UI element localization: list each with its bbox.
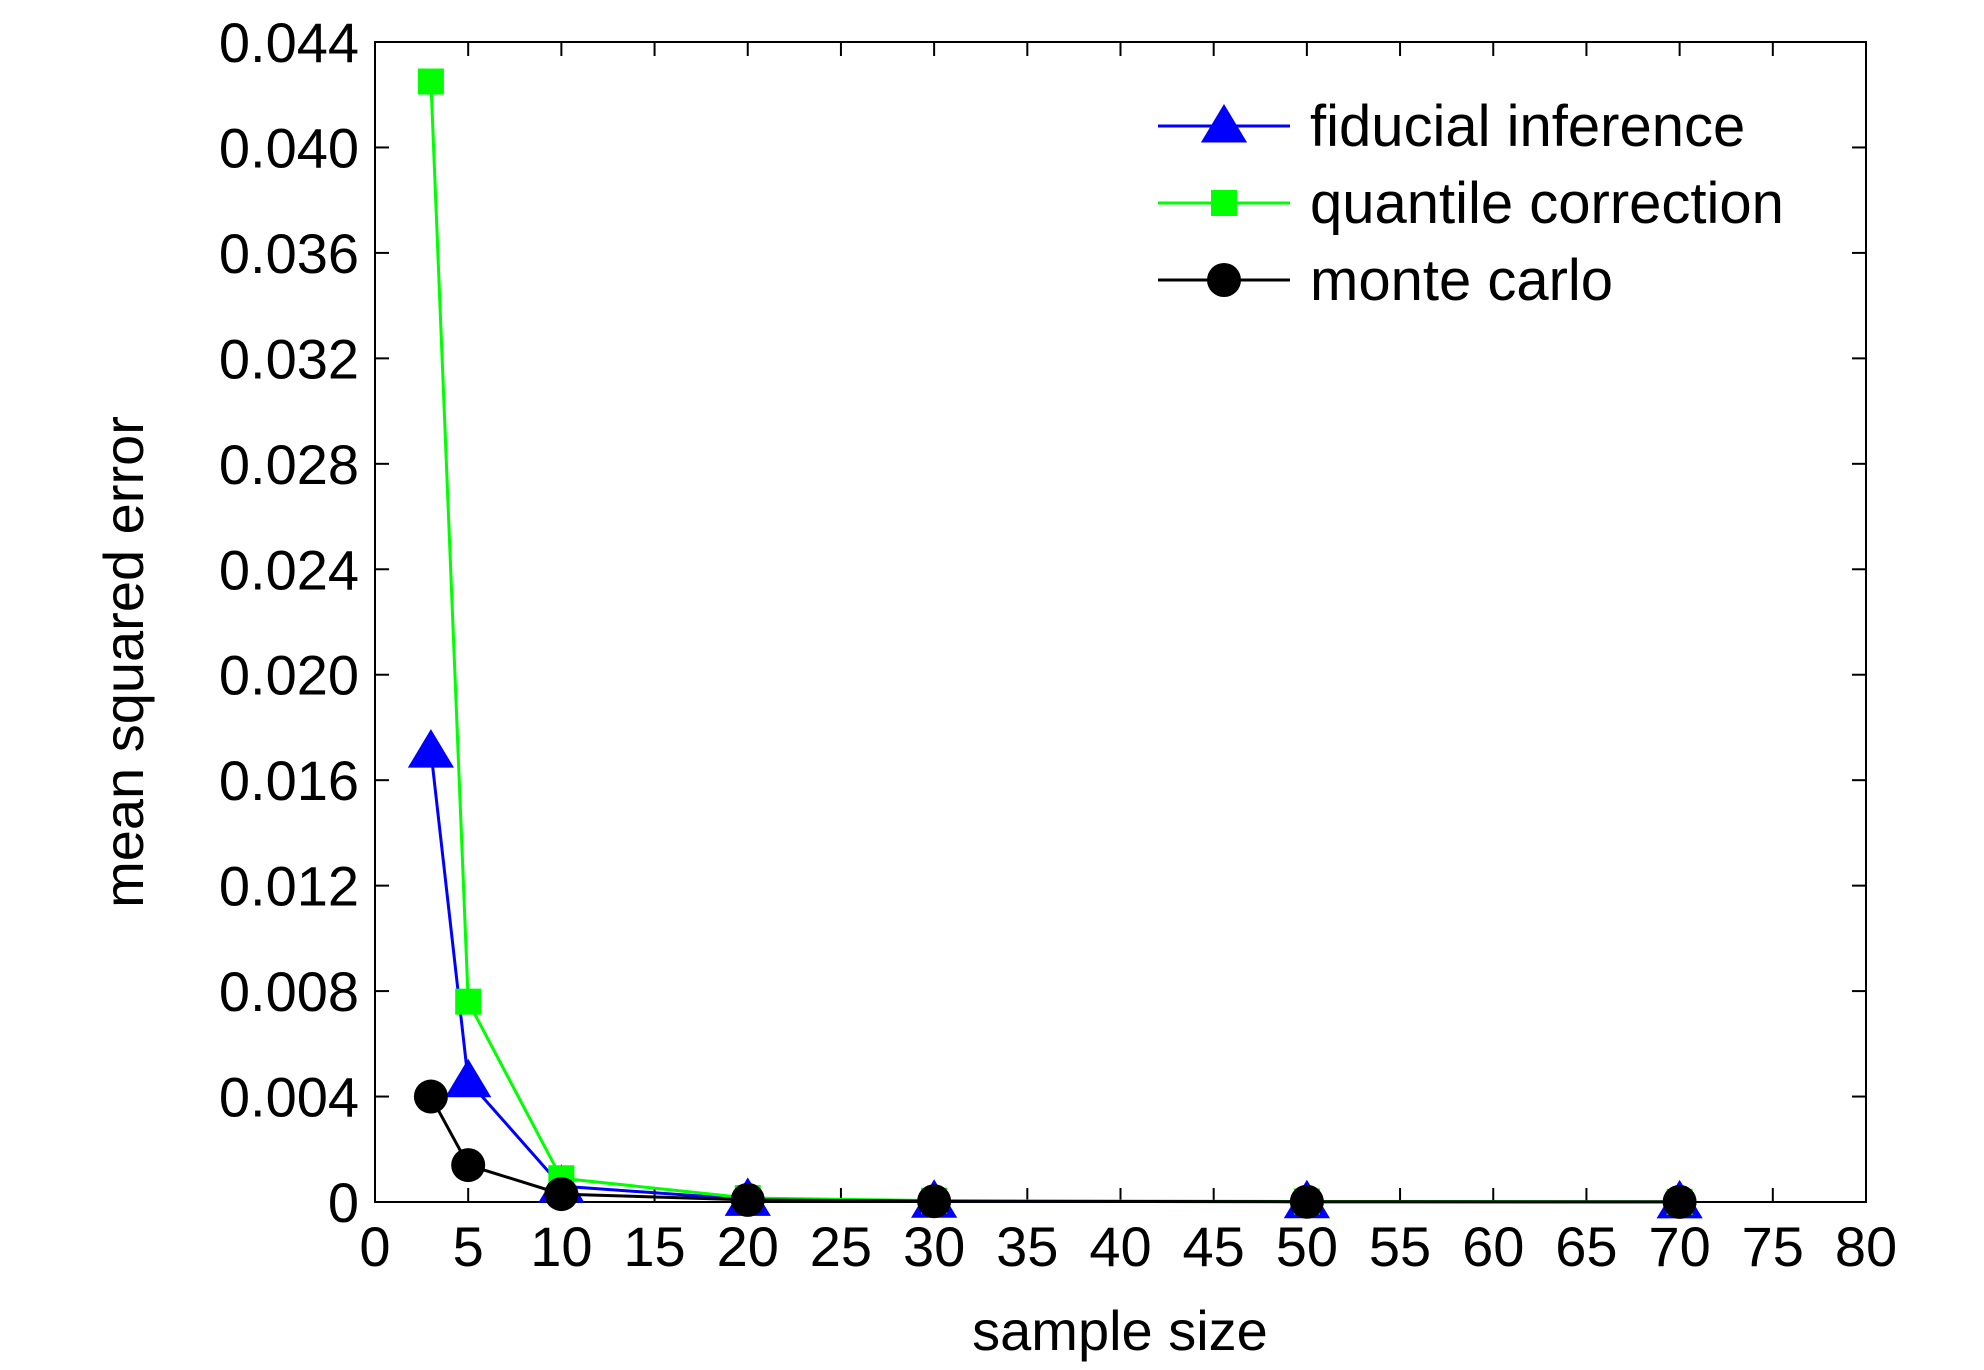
- y-tick-label: 0.032: [219, 327, 359, 390]
- series-point: [1289, 1184, 1324, 1219]
- tick-labels: 0 5 10 15 20 25 30 35 40 45 50 55 60 65 70 75 8000.0040.…: [219, 11, 1897, 1278]
- x-tick-label: 25: [810, 1215, 872, 1278]
- x-tick-label: 5: [453, 1215, 484, 1278]
- y-tick-label: 0.008: [219, 960, 359, 1023]
- legend-label: quantile correction: [1310, 171, 1784, 236]
- x-tick-label: 80: [1835, 1215, 1897, 1278]
- series-1: [417, 68, 1693, 1215]
- y-tick-label: 0.012: [219, 855, 359, 918]
- series-line: [429, 751, 1680, 1204]
- x-axis-title: sample size: [972, 1299, 1268, 1362]
- series-layer: [407, 68, 1703, 1219]
- x-tick-label: 75: [1742, 1215, 1804, 1278]
- series-point: [455, 988, 482, 1015]
- legend-entry: quantile correction: [1158, 171, 1784, 236]
- x-tick-label: 65: [1555, 1215, 1617, 1278]
- legend-marker: [1207, 263, 1241, 297]
- y-tick-label: 0: [328, 1171, 359, 1234]
- y-axis-title: mean squared error: [92, 416, 155, 908]
- series-point: [445, 1058, 492, 1098]
- legend: fiducial inference quantile correction mon…: [1158, 94, 1784, 313]
- y-tick-label: 0.024: [219, 538, 359, 601]
- legend-label: monte carlo: [1310, 248, 1613, 313]
- x-tick-label: 50: [1276, 1215, 1338, 1278]
- legend-marker: [1200, 104, 1248, 143]
- legend-entry: monte carlo: [1158, 248, 1613, 313]
- y-tick-label: 0.028: [219, 433, 359, 496]
- x-tick-label: 40: [1089, 1215, 1151, 1278]
- y-tick-label: 0.036: [219, 222, 359, 285]
- x-tick-label: 70: [1648, 1215, 1710, 1278]
- y-tick-label: 0.044: [219, 11, 359, 74]
- series-2: [413, 1079, 1697, 1219]
- x-tick-label: 55: [1369, 1215, 1431, 1278]
- x-tick-label: 10: [530, 1215, 592, 1278]
- series-0: [407, 729, 1703, 1219]
- legend-marker: [1211, 190, 1237, 216]
- series-point: [413, 1079, 448, 1114]
- series-point: [1662, 1184, 1697, 1219]
- x-tick-label: 45: [1183, 1215, 1245, 1278]
- series-point: [730, 1182, 765, 1217]
- y-tick-label: 0.016: [219, 749, 359, 812]
- x-tick-label: 0: [359, 1215, 390, 1278]
- x-tick-label: 30: [903, 1215, 965, 1278]
- x-tick-label: 20: [717, 1215, 779, 1278]
- legend-entry: fiducial inference: [1158, 94, 1745, 159]
- y-tick-label: 0.020: [219, 644, 359, 707]
- x-tick-label: 15: [623, 1215, 685, 1278]
- series-point: [917, 1184, 952, 1219]
- series-line: [429, 1095, 1680, 1204]
- series-point: [417, 68, 444, 95]
- series-point: [407, 729, 455, 768]
- y-tick-label: 0.040: [219, 116, 359, 179]
- series-point: [451, 1148, 486, 1183]
- series-point: [544, 1177, 579, 1212]
- x-tick-label: 60: [1462, 1215, 1524, 1278]
- legend-label: fiducial inference: [1310, 94, 1745, 159]
- y-tick-label: 0.004: [219, 1066, 359, 1129]
- x-tick-label: 35: [996, 1215, 1058, 1278]
